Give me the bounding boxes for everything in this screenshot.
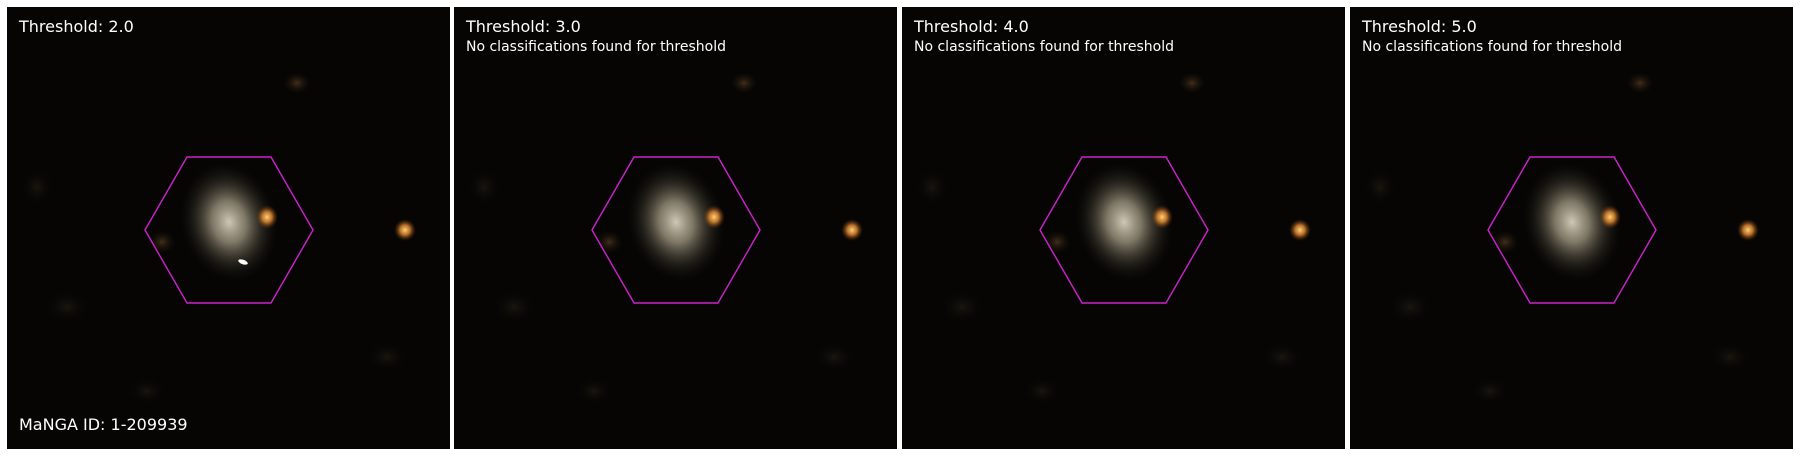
foreground-star: [1151, 205, 1173, 229]
faint-source: [367, 343, 407, 371]
faint-source: [468, 169, 500, 205]
threshold-title: Threshold: 2.0: [19, 17, 134, 36]
faint-source: [916, 169, 948, 205]
galaxy: [180, 162, 278, 282]
faint-source: [940, 291, 984, 323]
ifu-hexagon: [144, 156, 314, 304]
faint-source: [45, 291, 89, 323]
faint-source: [1472, 378, 1508, 404]
image-panel: Threshold: 5.0 No classifications found …: [1350, 7, 1793, 449]
faint-source: [129, 378, 165, 404]
foreground-star: [841, 219, 863, 241]
foreground-star: [256, 205, 278, 229]
faint-source: [1364, 169, 1396, 205]
manga-id-label: MaNGA ID: 1-209939: [19, 415, 188, 434]
faint-source: [283, 72, 311, 94]
ifu-hexagon: [591, 156, 761, 304]
threshold-title: Threshold: 4.0: [914, 17, 1029, 36]
image-panel: Threshold: 4.0 No classifications found …: [902, 7, 1345, 449]
sky-image: [902, 7, 1345, 449]
sky-image: [7, 7, 450, 449]
faint-source: [730, 72, 758, 94]
faint-source: [1710, 343, 1750, 371]
no-classifications-note: No classifications found for threshold: [914, 39, 1174, 55]
faint-source: [1178, 72, 1206, 94]
no-classifications-note: No classifications found for threshold: [1362, 39, 1622, 55]
faint-source: [1626, 72, 1654, 94]
faint-source: [1262, 343, 1302, 371]
faint-source: [21, 169, 53, 205]
foreground-star: [394, 219, 416, 241]
ifu-hexagon: [1487, 156, 1657, 304]
galaxy: [1075, 162, 1173, 282]
galaxy: [627, 162, 725, 282]
faint-source: [1388, 291, 1432, 323]
image-panel: Threshold: 2.0 MaNGA ID: 1-209939: [7, 7, 450, 449]
sky-image: [1350, 7, 1793, 449]
faint-source: [1024, 378, 1060, 404]
ifu-hexagon: [1039, 156, 1209, 304]
faint-source: [492, 291, 536, 323]
threshold-title: Threshold: 3.0: [466, 17, 581, 36]
no-classifications-note: No classifications found for threshold: [466, 39, 726, 55]
foreground-star: [1289, 219, 1311, 241]
foreground-star: [703, 205, 725, 229]
classification-marker: [238, 259, 248, 265]
faint-source: [814, 343, 854, 371]
foreground-star: [1599, 205, 1621, 229]
foreground-star: [1737, 219, 1759, 241]
sky-image: [454, 7, 897, 449]
image-panel: Threshold: 3.0 No classifications found …: [454, 7, 897, 449]
faint-source: [576, 378, 612, 404]
galaxy: [1523, 162, 1621, 282]
threshold-title: Threshold: 5.0: [1362, 17, 1477, 36]
